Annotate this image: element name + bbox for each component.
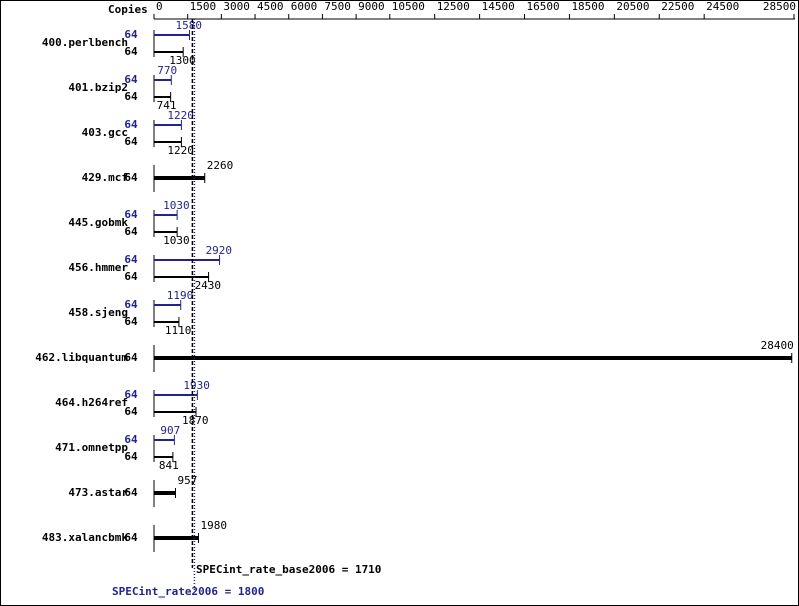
value-label: 1190 (167, 289, 194, 302)
copies-label: 64 (124, 486, 138, 499)
category-label: 429.mcf (82, 171, 128, 184)
value-label: 1870 (182, 414, 209, 427)
value-label: 1030 (163, 199, 190, 212)
value-label: 1220 (167, 109, 194, 122)
x-tick-label: 7500 (324, 0, 351, 13)
x-tick-label: 10500 (392, 0, 425, 13)
value-label: 2920 (206, 244, 233, 257)
reference-label: SPECint_rate_base2006 = 1710 (196, 563, 381, 576)
value-label: 1980 (200, 519, 227, 532)
value-label: 770 (157, 64, 177, 77)
copies-label: 64 (124, 73, 138, 86)
x-tick-label: 4500 (257, 0, 284, 13)
value-label: 1580 (175, 19, 202, 32)
copies-label: 64 (124, 315, 138, 328)
x-tick-label: 20500 (616, 0, 649, 13)
x-tick-label: 0 (156, 0, 163, 13)
x-tick-label: 12500 (437, 0, 470, 13)
value-label: 1110 (165, 324, 192, 337)
category-label: 400.perlbench (42, 36, 128, 49)
x-tick-label: 14500 (482, 0, 515, 13)
copies-label: 64 (124, 388, 138, 401)
copies-label: 64 (124, 45, 138, 58)
reference-label: SPECint_rate2006 = 1800 (112, 585, 264, 598)
copies-label: 64 (124, 171, 138, 184)
value-label: 841 (159, 459, 179, 472)
category-label: 464.h264ref (55, 396, 128, 409)
x-tick-label: 6000 (291, 0, 318, 13)
copies-label: 64 (124, 90, 138, 103)
copies-label: 64 (124, 531, 138, 544)
category-label: 445.gobmk (68, 216, 128, 229)
x-tick-label: 9000 (358, 0, 385, 13)
copies-label: 64 (124, 208, 138, 221)
category-label: 458.sjeng (68, 306, 128, 319)
value-label: 1030 (163, 234, 190, 247)
category-label: 456.hmmer (68, 261, 128, 274)
copies-label: 64 (124, 135, 138, 148)
category-label: 483.xalancbmk (42, 531, 128, 544)
x-tick-label: 22500 (661, 0, 694, 13)
value-label: 28400 (761, 339, 794, 352)
value-label: 1300 (169, 54, 196, 67)
copies-label: 64 (124, 28, 138, 41)
value-label: 1220 (167, 144, 194, 157)
category-label: 403.gcc (82, 126, 128, 139)
value-label: 1930 (183, 379, 210, 392)
category-label: 473.astar (68, 486, 128, 499)
copies-label: 64 (124, 225, 138, 238)
category-label: 462.libquantum (35, 351, 128, 364)
x-tick-label: 24500 (706, 0, 739, 13)
category-label: 401.bzip2 (68, 81, 128, 94)
x-tick-label: 3000 (223, 0, 250, 13)
copies-label: 64 (124, 118, 138, 131)
x-tick-label: 18500 (571, 0, 604, 13)
axis-title: Copies (108, 3, 148, 16)
category-label: 471.omnetpp (55, 441, 128, 454)
value-label: 2430 (195, 279, 222, 292)
copies-label: 64 (124, 270, 138, 283)
x-tick-label: 28500 (763, 0, 796, 13)
copies-label: 64 (124, 405, 138, 418)
copies-label: 64 (124, 450, 138, 463)
x-tick-label: 16500 (527, 0, 560, 13)
value-label: 741 (157, 99, 177, 112)
copies-label: 64 (124, 433, 138, 446)
copies-label: 64 (124, 253, 138, 266)
copies-label: 64 (124, 298, 138, 311)
x-tick-label: 1500 (190, 0, 217, 13)
copies-label: 64 (124, 351, 138, 364)
value-label: 907 (160, 424, 180, 437)
value-label: 2260 (207, 159, 234, 172)
